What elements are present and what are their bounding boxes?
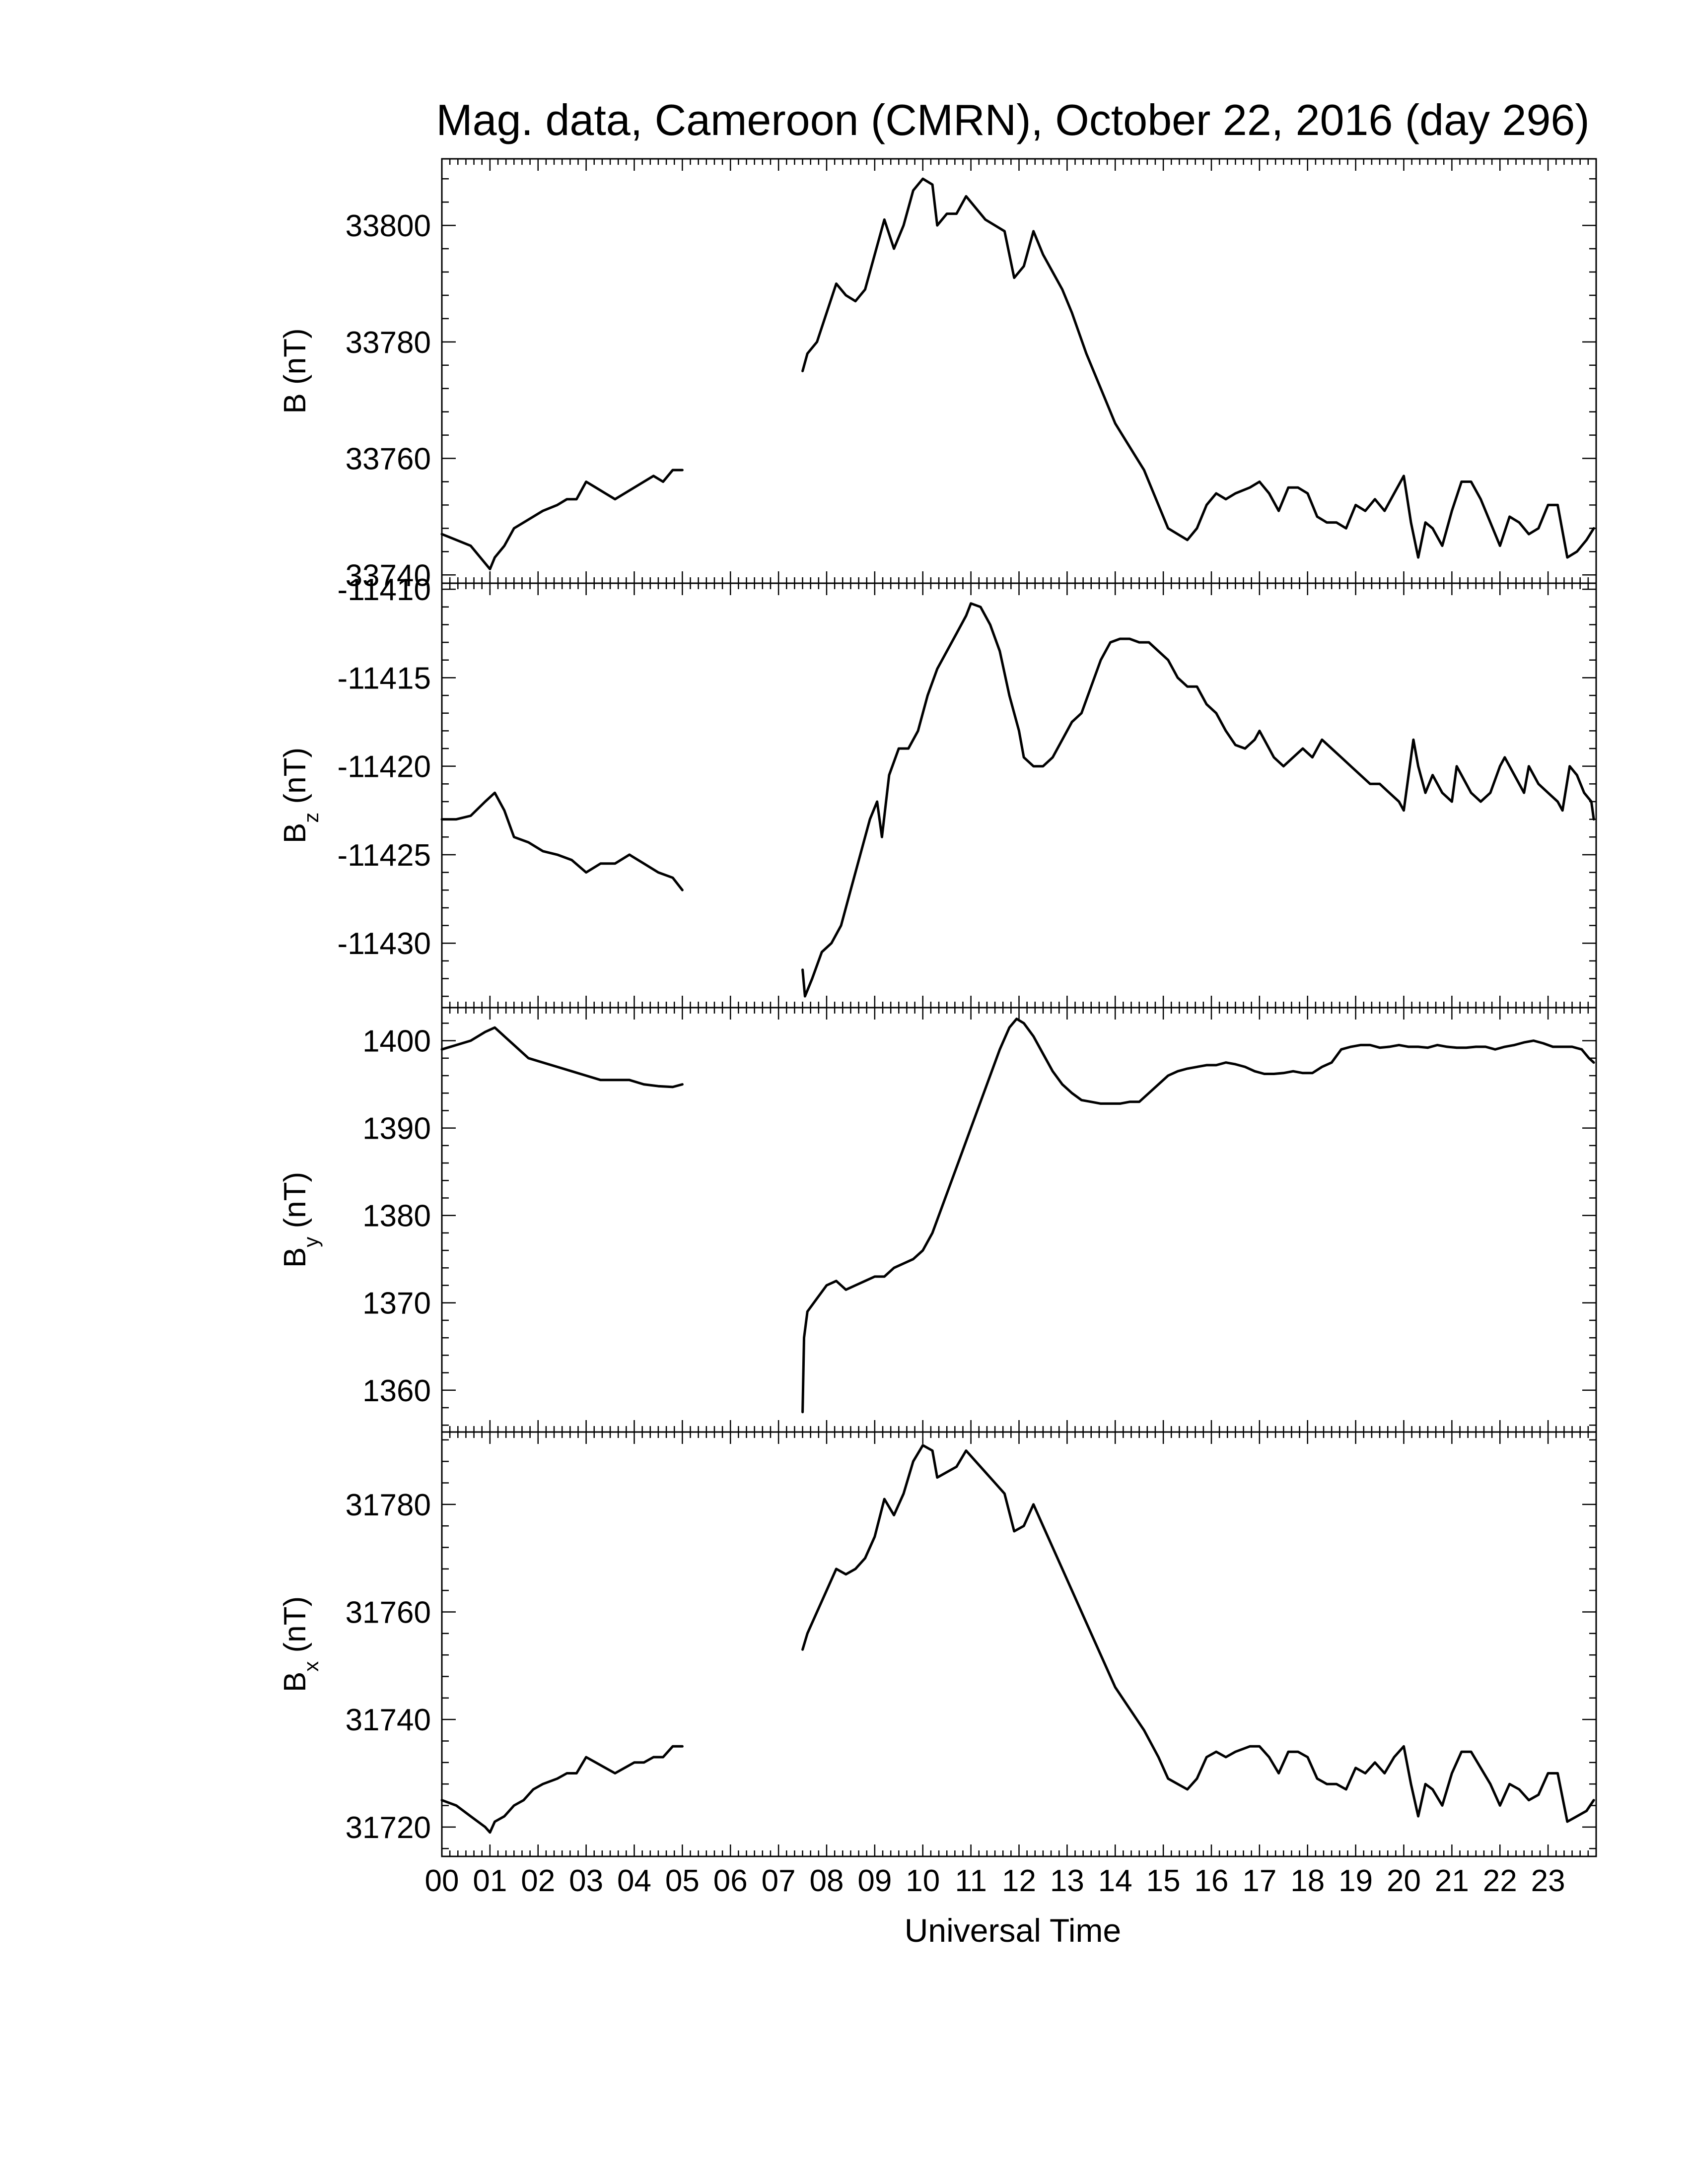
- y-tick-label-B: 33800: [346, 209, 431, 243]
- y-tick-label-B: 33740: [346, 558, 431, 593]
- series-line-Bz-segment-1: [801, 602, 1595, 998]
- x-tick-label: 20: [1387, 1864, 1421, 1898]
- x-tick-label: 13: [1050, 1864, 1084, 1898]
- x-tick-label: 17: [1242, 1864, 1276, 1898]
- x-tick-label: 03: [569, 1864, 603, 1898]
- series-line-By-segment-0: [440, 1026, 684, 1089]
- y-tick-label-By: 1360: [362, 1374, 431, 1408]
- y-axis-label-subscript: x: [299, 1661, 323, 1672]
- x-tick-label: 21: [1435, 1864, 1469, 1898]
- x-tick-label: 10: [906, 1864, 940, 1898]
- y-tick-label-Bz: -11420: [338, 750, 431, 784]
- x-tick-label: 11: [955, 1864, 986, 1898]
- y-axis-label-Bx: Bx (nT): [278, 1596, 323, 1692]
- x-tick-label: 04: [617, 1864, 651, 1898]
- panel-Bz: -11410 -11415 -11420 -11425 -11430 Bz (nT): [278, 573, 1597, 1009]
- series-line-By-segment-1: [801, 1018, 1595, 1414]
- y-axis-label-unit: (nT): [278, 748, 312, 813]
- x-tick-label: 14: [1098, 1864, 1132, 1898]
- x-tick-label: 00: [425, 1864, 459, 1898]
- y-axis-label-base: B: [278, 1672, 312, 1692]
- x-tick-label: 22: [1483, 1864, 1517, 1898]
- y-axis-label-By: By (nT): [278, 1172, 323, 1268]
- x-tick-label: 15: [1146, 1864, 1181, 1898]
- x-tick-label: 19: [1338, 1864, 1373, 1898]
- series-line-B-segment-1: [801, 177, 1595, 559]
- x-tick-label: 18: [1290, 1864, 1325, 1898]
- y-tick-label-By: 1400: [362, 1024, 431, 1059]
- y-tick-label-Bx: 31780: [346, 1488, 431, 1522]
- y-tick-label-B: 33760: [346, 442, 431, 477]
- panel-By: 1360 1370 1380 1390 1400 By (nT): [278, 1007, 1597, 1433]
- y-tick-label-B: 33780: [346, 326, 431, 360]
- x-tick-label: 12: [1002, 1864, 1036, 1898]
- y-axis-label-unit: (nT): [278, 328, 312, 393]
- x-tick-label: 08: [810, 1864, 844, 1898]
- x-axis-label: Universal Time: [905, 1912, 1121, 1949]
- y-tick-label-Bz: -11430: [338, 927, 431, 961]
- series-line-Bz-segment-0: [440, 791, 684, 891]
- x-tick-labels: 00 01 02 03 04 05 06 07 08 09 10 11 12 13 14 15 16 17 18 19…: [425, 1864, 1565, 1898]
- y-axis-label-subscript: z: [299, 813, 323, 823]
- y-axis-label-Bz: Bz (nT): [278, 748, 323, 843]
- series-line-Bx-segment-1: [801, 1444, 1595, 1823]
- x-tick-label: 02: [521, 1864, 555, 1898]
- x-tick-label: 05: [665, 1864, 700, 1898]
- x-tick-label: 09: [857, 1864, 892, 1898]
- y-axis-label-base: B: [278, 1247, 312, 1268]
- y-tick-label-By: 1370: [362, 1287, 431, 1321]
- x-tick-label: 01: [473, 1864, 507, 1898]
- y-tick-label-Bx: 31720: [346, 1811, 431, 1845]
- y-tick-label-Bz: -11415: [338, 661, 431, 695]
- y-tick-label-Bz: -11425: [338, 838, 431, 873]
- panel-B: 33740 33760 33780 33800 B (nT): [278, 158, 1597, 593]
- y-axis-label-base: B: [278, 393, 312, 413]
- y-axis-label-B: B (nT): [278, 328, 312, 413]
- series-line-B-segment-0: [440, 469, 684, 570]
- y-tick-label-Bz: -11410: [338, 573, 431, 607]
- y-axis-label-unit: (nT): [278, 1596, 312, 1661]
- series-line-Bx-segment-0: [440, 1745, 684, 1834]
- chart-title: Mag. data, Cameroon (CMRN), October 22, …: [436, 95, 1589, 144]
- y-tick-label-Bx: 31760: [346, 1596, 431, 1630]
- y-axis-label-subscript: y: [299, 1237, 323, 1247]
- y-tick-label-By: 1380: [362, 1199, 431, 1233]
- y-axis-label-unit: (nT): [278, 1172, 312, 1237]
- y-tick-label-Bx: 31740: [346, 1703, 431, 1737]
- x-tick-label: 06: [713, 1864, 748, 1898]
- x-tick-label: 16: [1195, 1864, 1229, 1898]
- x-tick-label: 07: [762, 1864, 796, 1898]
- panel-Bx: 31720 31740 31760 31780 Bx (nT): [278, 1431, 1597, 1857]
- x-tick-label: 23: [1531, 1864, 1565, 1898]
- y-tick-label-By: 1390: [362, 1112, 431, 1146]
- y-axis-label-base: B: [278, 823, 312, 843]
